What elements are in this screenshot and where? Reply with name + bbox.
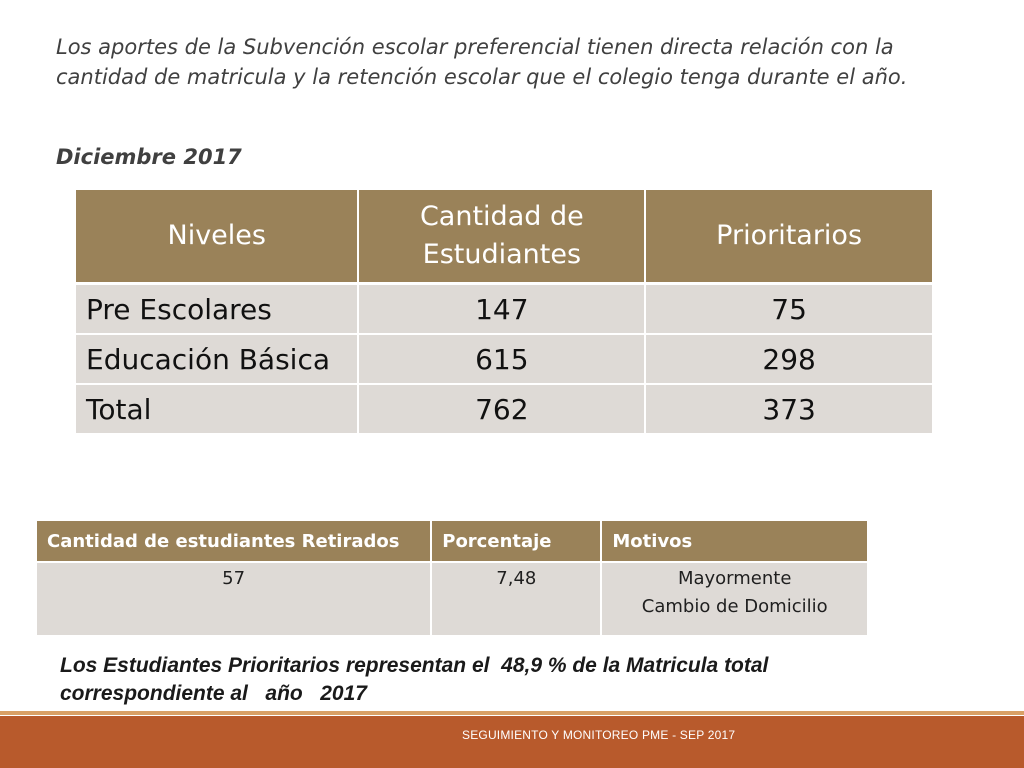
footer-accent-line xyxy=(0,711,1024,715)
header-reasons: Motivos xyxy=(601,521,867,563)
table-header-row: Niveles Cantidad de Estudiantes Priorita… xyxy=(76,190,932,285)
cell-retired-count: 57 xyxy=(37,562,433,635)
summary-note: Los Estudiantes Prioritarios representan… xyxy=(60,652,960,708)
header-cantidad: Cantidad de Estudiantes xyxy=(358,190,647,285)
retired-students-table: Cantidad de estudiantes Retirados Porcen… xyxy=(37,521,867,635)
cell-level: Pre Escolares xyxy=(76,283,360,335)
table-row: Educación Básica 615 298 xyxy=(76,334,932,385)
note-line-1: Los Estudiantes Prioritarios representan… xyxy=(60,654,769,677)
header-percent: Porcentaje xyxy=(431,521,603,563)
note-line-2: correspondiente al año 2017 xyxy=(60,682,367,705)
header-prioritarios: Prioritarios xyxy=(645,190,932,285)
cell-students: 147 xyxy=(358,283,647,335)
header-niveles: Niveles xyxy=(76,190,360,285)
cell-priority: 298 xyxy=(645,334,932,385)
cell-level: Total xyxy=(76,384,360,435)
cell-percent: 7,48 xyxy=(431,562,603,635)
reason-line-1: Mayormente xyxy=(677,568,792,589)
footer-text: SEGUIMIENTO Y MONITOREO PME - SEP 2017 xyxy=(462,728,736,742)
students-table: Niveles Cantidad de Estudiantes Priorita… xyxy=(76,190,932,435)
reason-line-2: Cambio de Domicilio xyxy=(641,596,828,617)
cell-reasons: Mayormente Cambio de Domicilio xyxy=(601,562,867,635)
table-row: Pre Escolares 147 75 xyxy=(76,283,932,335)
intro-paragraph: Los aportes de la Subvención escolar pre… xyxy=(56,35,908,89)
cell-priority: 373 xyxy=(645,384,932,435)
table-row: 57 7,48 Mayormente Cambio de Domicilio xyxy=(37,562,867,635)
cell-students: 762 xyxy=(358,384,647,435)
cell-students: 615 xyxy=(358,334,647,385)
cell-level: Educación Básica xyxy=(76,334,360,385)
cell-priority: 75 xyxy=(645,283,932,335)
header-retired-count: Cantidad de estudiantes Retirados xyxy=(37,521,433,563)
table-row: Total 762 373 xyxy=(76,384,932,435)
table-header-row: Cantidad de estudiantes Retirados Porcen… xyxy=(37,521,867,563)
date-heading: Diciembre 2017 xyxy=(56,145,242,169)
footer-bar: SEGUIMIENTO Y MONITOREO PME - SEP 2017 xyxy=(0,716,1024,768)
